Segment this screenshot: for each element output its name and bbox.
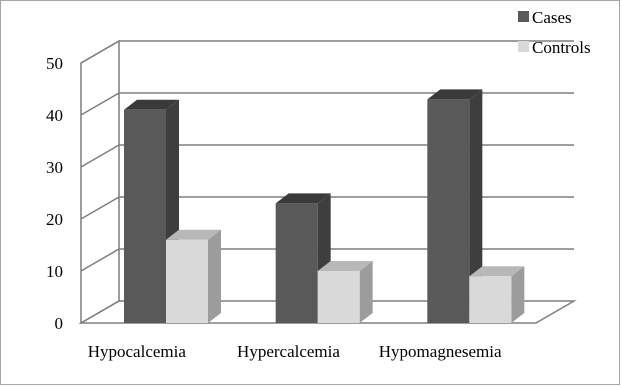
y-axis-ticks: 0 10 20 30 40 50	[46, 54, 63, 333]
bar-controls-hypomagnesemia	[469, 266, 525, 323]
legend: Cases Controls	[518, 8, 591, 57]
gridline	[80, 196, 574, 220]
gridline	[80, 144, 574, 168]
legend-swatch-controls	[518, 41, 529, 52]
y-tick-label: 40	[46, 106, 63, 125]
gridline	[80, 92, 574, 116]
y-tick-label: 0	[55, 314, 64, 333]
x-axis-labels: Hypocalcemia Hypercalcemia Hypomagnesemia	[88, 342, 502, 361]
bar-cases-hypomagnesemia	[427, 89, 483, 324]
chart-floor	[78, 300, 577, 324]
gridline	[80, 248, 574, 272]
bar-controls-hypocalcemia	[166, 229, 221, 323]
gridlines	[80, 40, 574, 272]
bar-controls-hypercalcemia	[317, 261, 373, 323]
x-tick-label: Hypomagnesemia	[379, 342, 502, 361]
legend-label-cases: Cases	[532, 8, 572, 27]
bars	[124, 89, 525, 324]
x-tick-label: Hypercalcemia	[237, 342, 340, 361]
side-wall	[80, 39, 120, 325]
y-tick-label: 50	[46, 54, 63, 73]
y-tick-label: 10	[46, 262, 63, 281]
legend-label-controls: Controls	[532, 38, 591, 57]
x-tick-label: Hypocalcemia	[88, 342, 187, 361]
y-tick-label: 20	[46, 210, 63, 229]
legend-swatch-cases	[518, 11, 529, 22]
gridline	[80, 40, 574, 64]
y-tick-label: 30	[46, 158, 63, 177]
